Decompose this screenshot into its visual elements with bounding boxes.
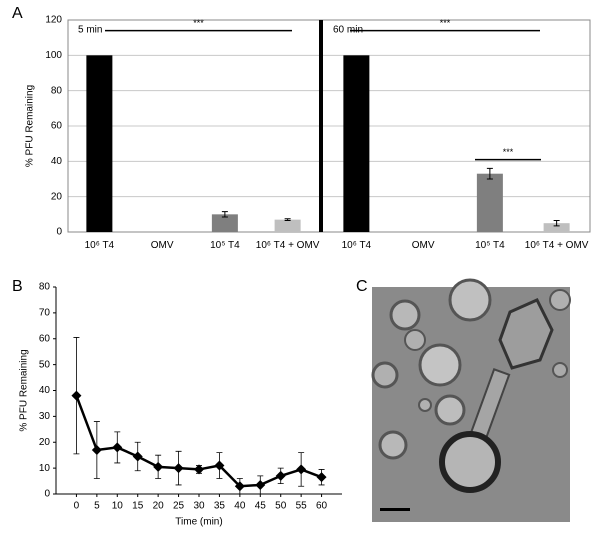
x-tick-label: OMV	[411, 240, 435, 251]
y-tick-label: 70	[39, 308, 51, 319]
x-tick-label: 10⁵ T4	[210, 240, 240, 251]
data-point	[71, 390, 82, 401]
x-tick-label: 60	[316, 501, 328, 512]
data-point	[296, 464, 307, 475]
x-tick-label: 15	[132, 501, 144, 512]
x-tick-label: 25	[173, 501, 185, 512]
data-point	[91, 445, 102, 456]
bar	[274, 219, 301, 232]
x-tick-label: 5	[94, 501, 100, 512]
x-tick-label: 10⁶ T4	[84, 240, 115, 251]
x-tick-label: 50	[275, 501, 287, 512]
y-tick-label: 80	[39, 282, 51, 293]
y-tick-label: 0	[56, 227, 62, 238]
error-bar	[553, 220, 560, 227]
x-tick-label: OMV	[150, 240, 174, 251]
data-point	[316, 472, 327, 483]
y-tick-label: 120	[45, 15, 62, 26]
data-point	[194, 464, 204, 475]
data-point	[214, 460, 225, 471]
y-tick-label: 0	[44, 489, 50, 500]
y-tick-label: 20	[51, 191, 63, 202]
x-tick-label: 30	[193, 501, 205, 512]
error-bar	[284, 218, 291, 222]
data-point	[132, 451, 143, 462]
x-tick-label: 45	[255, 501, 267, 512]
x-tick-label: 10⁶ T4	[341, 240, 372, 251]
data-point	[173, 463, 184, 474]
y-tick-label: 80	[51, 85, 63, 96]
significance-label: ***	[193, 18, 204, 28]
panel-label: A	[12, 5, 23, 22]
x-tick-label: 0	[74, 501, 80, 512]
panel-label: C	[356, 278, 368, 295]
significance-label: ***	[440, 18, 451, 28]
x-tick-label: 35	[214, 501, 226, 512]
significance-label: ***	[503, 147, 514, 157]
bar	[86, 55, 113, 233]
x-tick-label: 10⁶ T4 + OMV	[255, 240, 320, 251]
data-point	[255, 479, 266, 490]
bar	[211, 214, 238, 232]
series-label: 5 min	[78, 25, 102, 36]
bar	[343, 55, 370, 233]
error-bar	[486, 167, 493, 180]
y-tick-label: 10	[39, 463, 51, 474]
y-tick-label: 60	[51, 121, 63, 132]
x-tick-label: 40	[234, 501, 246, 512]
data-point	[153, 461, 164, 472]
y-tick-label: 20	[39, 437, 51, 448]
y-tick-label: 60	[39, 333, 51, 344]
y-tick-label: 40	[39, 385, 51, 396]
x-tick-label: 20	[153, 501, 165, 512]
data-point	[112, 442, 123, 453]
y-tick-label: 100	[45, 50, 62, 61]
x-tick-label: 55	[296, 501, 308, 512]
data-point	[275, 470, 286, 481]
y-tick-label: 50	[39, 359, 51, 370]
data-point	[234, 481, 245, 492]
x-tick-label: 10⁵ T4	[475, 240, 505, 251]
bar	[476, 173, 503, 232]
plot-frame	[67, 19, 591, 233]
x-tick-label: 10⁶ T4 + OMV	[524, 240, 589, 251]
y-tick-label: 40	[51, 156, 63, 167]
error-bar	[221, 211, 228, 218]
bar	[543, 223, 570, 232]
x-tick-label: 10	[112, 501, 124, 512]
y-axis-label: % PFU Remaining	[19, 349, 30, 431]
x-axis-label: Time (min)	[175, 517, 222, 528]
panel-label: B	[12, 278, 23, 295]
micrograph	[371, 278, 571, 522]
series-label: 60 min	[333, 25, 363, 36]
y-tick-label: 30	[39, 411, 51, 422]
y-axis-label: % PFU Remaining	[25, 85, 36, 167]
